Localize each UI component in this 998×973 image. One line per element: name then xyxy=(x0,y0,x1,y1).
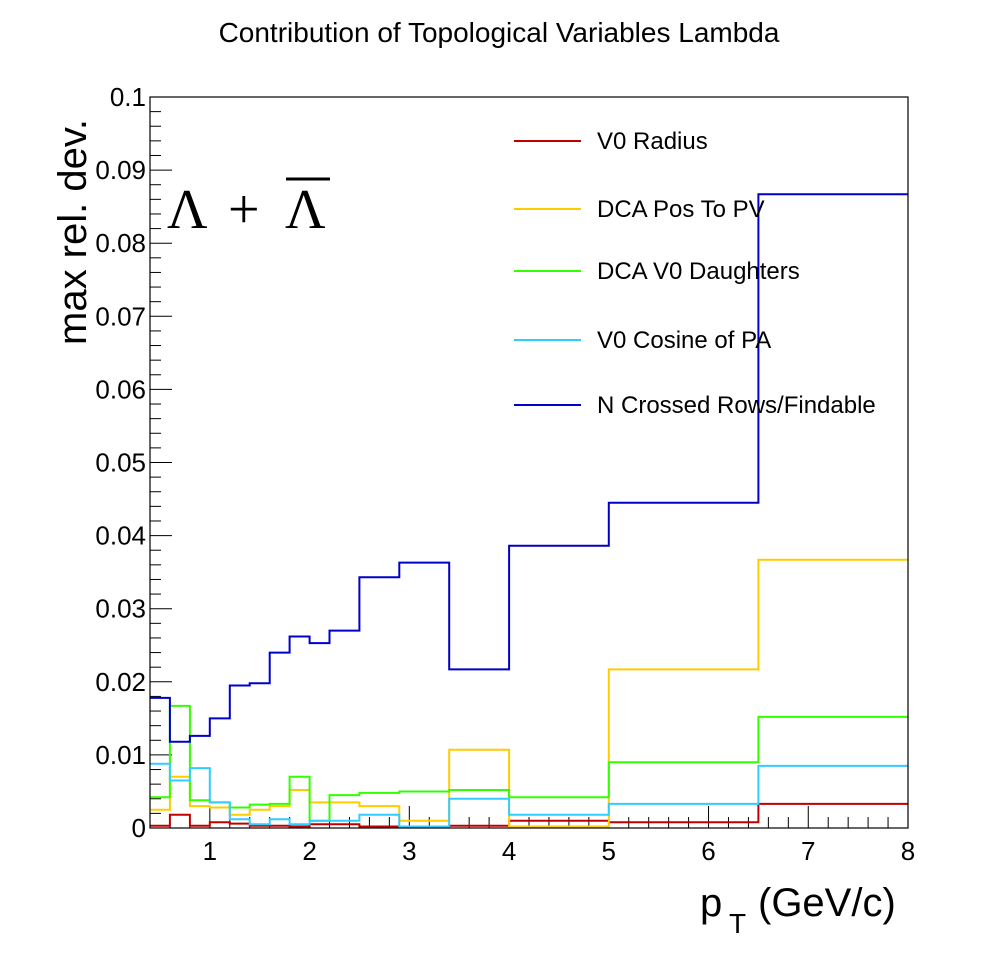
x-tick-label: 7 xyxy=(801,836,815,866)
tick-marks xyxy=(149,96,909,829)
x-axis-title-p: p xyxy=(700,881,722,925)
y-tick-label: 0.1 xyxy=(110,82,146,112)
chart-title: Contribution of Topological Variables La… xyxy=(219,17,780,48)
y-tick-label: 0.03 xyxy=(95,594,146,624)
x-tick-label: 4 xyxy=(502,836,516,866)
legend-entry: DCA Pos To PV xyxy=(597,196,765,223)
series-line xyxy=(150,193,908,743)
x-axis-title-sub: T xyxy=(729,908,746,939)
y-tick-label: 0.02 xyxy=(95,667,146,697)
x-tick-label: 5 xyxy=(602,836,616,866)
antilambda-symbol: Λ xyxy=(285,179,326,241)
tick-labels: 0 0.01 0.02 0.03 0.04 0.05 0.06 0.07 0.08 0.09 0.1… xyxy=(95,82,915,866)
y-tick-label: 0.06 xyxy=(95,374,146,404)
y-tick-label: 0.09 xyxy=(95,155,146,185)
legend-entry: DCA V0 Daughters xyxy=(597,258,800,285)
y-tick-label: 0.08 xyxy=(95,228,146,258)
y-tick-label: 0.04 xyxy=(95,521,146,551)
series-line xyxy=(150,762,908,828)
legend-entry: V0 Radius xyxy=(597,128,708,155)
x-tick-label: 2 xyxy=(302,836,316,866)
lambda-symbol: Λ xyxy=(167,179,208,241)
y-axis-title: max rel. dev. xyxy=(51,119,95,345)
y-tick-label: 0.01 xyxy=(95,740,146,770)
y-tick-label: 0.05 xyxy=(95,448,146,478)
series-lines xyxy=(150,193,908,829)
legend-entry: V0 Cosine of PA xyxy=(597,327,771,354)
legend: V0 Radius DCA Pos To PV DCA V0 Daughters V0… xyxy=(514,128,876,419)
y-tick-label: 0 xyxy=(132,813,146,843)
plus-symbol: + xyxy=(228,179,260,241)
series-line xyxy=(150,558,908,828)
plot-frame xyxy=(149,96,909,829)
x-tick-label: 3 xyxy=(402,836,416,866)
series-line xyxy=(150,802,908,829)
legend-entry: N Crossed Rows/Findable xyxy=(597,392,876,419)
x-tick-label: 1 xyxy=(203,836,217,866)
x-tick-label: 6 xyxy=(701,836,715,866)
x-axis-title-unit: (GeV/c) xyxy=(758,881,896,925)
particle-annotation: Λ + Λ xyxy=(167,177,330,241)
x-axis-title: p T (GeV/c) xyxy=(700,881,896,939)
y-tick-label: 0.07 xyxy=(95,301,146,331)
x-tick-label: 8 xyxy=(901,836,915,866)
